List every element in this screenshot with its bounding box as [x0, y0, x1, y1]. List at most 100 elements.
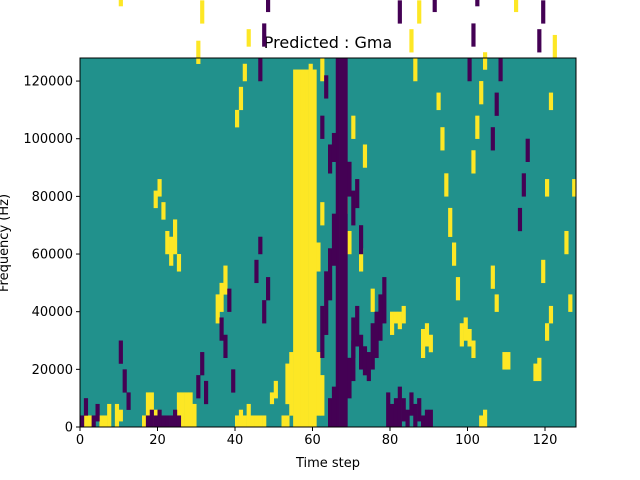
heatmap-cell-high [545, 323, 550, 341]
heatmap-cell-high [351, 115, 356, 139]
heatmap-cell-low [386, 392, 391, 428]
heatmap-cell-high [424, 323, 430, 347]
heatmap-cell-low [331, 386, 337, 428]
heatmap-cell-low [335, 58, 340, 428]
heatmap-cell-high [200, 0, 205, 24]
heatmap-cell-high [308, 69, 313, 428]
heatmap-cell-low [413, 403, 418, 428]
heatmap-cell-high [188, 392, 193, 428]
heatmap-cell-low [370, 323, 375, 370]
heatmap-cell-high [471, 150, 476, 174]
heatmap-cell-high [262, 415, 267, 428]
heatmap-cell-low [355, 179, 360, 209]
heatmap-cell-low [324, 271, 329, 335]
heatmap-cell-high [145, 392, 151, 428]
heatmap-cell-high [246, 403, 251, 428]
heatmap-cell-low [266, 277, 271, 301]
heatmap-cell-low [328, 398, 333, 428]
heatmap-cell-high [215, 294, 220, 324]
heatmap-cell-low [537, 29, 542, 53]
heatmap-cell-low [382, 277, 387, 324]
heatmap-cell-low [324, 75, 329, 99]
plot-area [80, 0, 577, 428]
heatmap-cell-low [521, 173, 526, 197]
heatmap-cell-low [467, 58, 472, 82]
heatmap-cell-low [200, 352, 205, 376]
heatmap-cell-high [436, 92, 441, 111]
x-tick-label: 40 [227, 433, 244, 448]
heatmap-cell-low [157, 409, 162, 428]
heatmap-cell-high [180, 392, 185, 428]
heatmap-cell-low [320, 115, 325, 139]
heatmap-cell-low [266, 0, 271, 13]
heatmap-cell-high [483, 409, 488, 428]
heatmap-cell-low [498, 58, 503, 82]
heatmap-cell-low [118, 340, 123, 364]
y-axis-label: Frequency (Hz) [0, 194, 12, 292]
heatmap-cell-high [219, 282, 224, 312]
heatmap-cell-low [362, 346, 368, 376]
heatmap-cell-low [490, 127, 495, 151]
heatmap-cell-low [351, 190, 356, 226]
x-tick-label: 120 [533, 433, 558, 448]
heatmap-cell-high [448, 207, 453, 237]
heatmap-cell-high [242, 415, 247, 428]
heatmap-cell-high [254, 415, 259, 428]
heatmap-cell-low [417, 398, 422, 422]
heatmap-cell-high [548, 305, 554, 324]
heatmap-cell-low [432, 0, 437, 13]
heatmap-cell-low [347, 161, 352, 197]
heatmap-cell-low [409, 392, 414, 416]
heatmap-cell-high [467, 328, 472, 347]
x-axis-label: Time step [295, 456, 360, 471]
heatmap-cell-low [91, 415, 96, 428]
heatmap-cell-high [118, 409, 123, 422]
heatmap-cell-high [452, 242, 457, 266]
heatmap-cell-low [262, 300, 267, 324]
heatmap-cell-high [184, 392, 189, 428]
heatmap-cell-low [393, 398, 399, 428]
heatmap-cell-high [312, 69, 317, 428]
heatmap-cell-high [300, 86, 306, 111]
heatmap-cell-low [258, 236, 263, 255]
heatmap-cell-high [304, 69, 309, 428]
heatmap-cell-low [424, 409, 430, 428]
heatmap-cell-high [471, 340, 476, 359]
heatmap-cell-high [533, 363, 538, 382]
heatmap-cell-high [455, 277, 461, 301]
heatmap-cell-high [176, 254, 182, 272]
heatmap-cell-high [506, 352, 511, 370]
heatmap-cell-low [161, 415, 166, 428]
heatmap-cell-low [145, 415, 151, 428]
heatmap-cell-high [176, 392, 182, 428]
heatmap-cell-low [421, 415, 426, 428]
heatmap-cell-low [149, 409, 154, 428]
heatmap-cell-high [316, 352, 321, 416]
heatmap-cell-high [173, 219, 178, 255]
heatmap-cell-high [479, 415, 484, 428]
heatmap-cell-high [370, 288, 375, 312]
heatmap-cell-low [525, 138, 530, 162]
heatmap-cell-low [359, 334, 364, 370]
heatmap-cell-high [421, 328, 426, 359]
heatmap-cell-low [169, 415, 174, 428]
heatmap-cell-high [235, 109, 240, 128]
heatmap-cell-low [231, 369, 236, 393]
heatmap-cell-high [246, 29, 251, 47]
heatmap-cell-high [320, 375, 325, 416]
heatmap-cell-high [483, 52, 488, 70]
heatmap-cell-low [258, 58, 263, 82]
heatmap-cell-high [537, 357, 542, 382]
heatmap-cell-high [83, 415, 89, 428]
heatmap-cell-low [405, 409, 410, 428]
heatmap-cell-high [99, 415, 104, 428]
heatmap-cell-high [273, 380, 278, 399]
heatmap-cell-low [494, 92, 499, 116]
heatmap-cell-high [114, 403, 120, 428]
heatmap-cell-low [331, 213, 337, 266]
heatmap-cell-low [165, 415, 170, 428]
heatmap-cell-high [463, 317, 468, 341]
heatmap-cell-high [479, 81, 484, 105]
heatmap-cell-low [428, 409, 433, 428]
